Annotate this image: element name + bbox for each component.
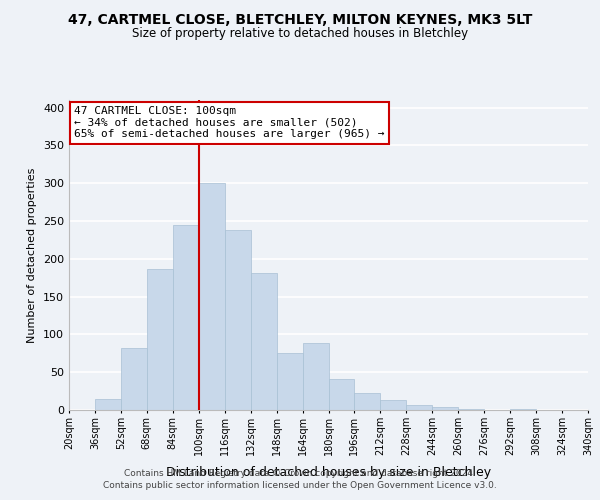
Bar — [355, 394, 380, 410]
Bar — [380, 400, 406, 410]
Bar — [458, 409, 484, 410]
Text: Contains public sector information licensed under the Open Government Licence v3: Contains public sector information licen… — [103, 481, 497, 490]
Text: 47 CARTMEL CLOSE: 100sqm
← 34% of detached houses are smaller (502)
65% of semi-: 47 CARTMEL CLOSE: 100sqm ← 34% of detach… — [74, 106, 385, 140]
Bar — [329, 379, 355, 410]
Bar — [510, 409, 536, 410]
Bar — [173, 225, 199, 410]
Bar — [251, 273, 277, 410]
Bar — [277, 354, 302, 410]
Bar — [302, 344, 329, 410]
Bar — [147, 268, 173, 410]
Bar — [433, 407, 458, 410]
Text: Contains HM Land Registry data © Crown copyright and database right 2024.: Contains HM Land Registry data © Crown c… — [124, 468, 476, 477]
Bar — [121, 348, 147, 410]
Bar — [199, 183, 225, 410]
Y-axis label: Number of detached properties: Number of detached properties — [28, 168, 37, 342]
X-axis label: Distribution of detached houses by size in Bletchley: Distribution of detached houses by size … — [166, 466, 491, 479]
Bar — [406, 406, 432, 410]
Bar — [95, 398, 121, 410]
Text: Size of property relative to detached houses in Bletchley: Size of property relative to detached ho… — [132, 28, 468, 40]
Text: 47, CARTMEL CLOSE, BLETCHLEY, MILTON KEYNES, MK3 5LT: 47, CARTMEL CLOSE, BLETCHLEY, MILTON KEY… — [68, 12, 532, 26]
Bar — [225, 230, 251, 410]
